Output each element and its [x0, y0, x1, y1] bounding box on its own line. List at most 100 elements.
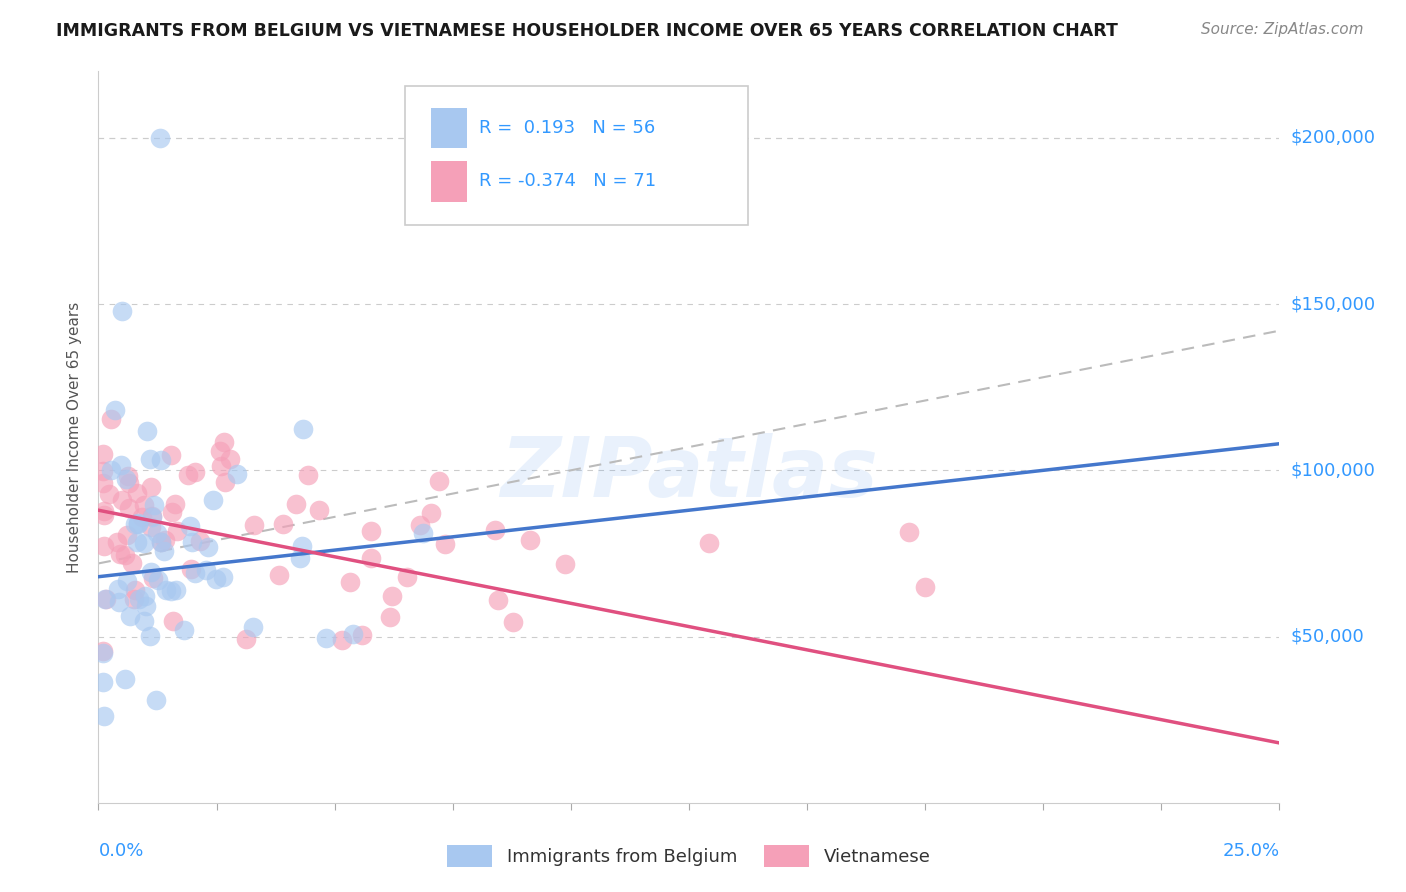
- Point: [188, 534, 211, 549]
- Point: [136, 425, 159, 439]
- Point: [155, 582, 177, 597]
- Point: [177, 467, 200, 482]
- Point: [114, 549, 136, 563]
- Point: [131, 509, 153, 524]
- Point: [134, 590, 156, 604]
- Point: [93, 708, 115, 723]
- Point: [184, 566, 207, 580]
- Point: [139, 519, 162, 533]
- Point: [124, 582, 146, 597]
- Point: [139, 565, 162, 579]
- Point: [242, 620, 264, 634]
- Point: [108, 547, 131, 561]
- Text: 25.0%: 25.0%: [1222, 842, 1279, 860]
- Point: [94, 592, 117, 607]
- Point: [332, 632, 354, 647]
- Point: [427, 475, 450, 489]
- Point: [181, 534, 204, 549]
- Point: [150, 535, 173, 549]
- Point: [98, 486, 121, 500]
- Point: [297, 467, 319, 482]
- Point: [111, 492, 134, 507]
- Point: [914, 580, 936, 594]
- Point: [142, 498, 165, 512]
- Point: [350, 627, 373, 641]
- Point: [284, 497, 307, 511]
- Point: [128, 592, 150, 607]
- Point: [104, 402, 127, 417]
- Point: [697, 535, 720, 549]
- Point: [360, 524, 382, 538]
- Point: [110, 458, 132, 472]
- Point: [162, 505, 184, 519]
- Point: [118, 475, 141, 490]
- Point: [93, 504, 115, 518]
- Point: [142, 571, 165, 585]
- Point: [291, 422, 314, 436]
- Point: [125, 485, 148, 500]
- Point: [288, 551, 311, 566]
- Legend: Immigrants from Belgium, Vietnamese: Immigrants from Belgium, Vietnamese: [440, 838, 938, 874]
- Point: [315, 632, 337, 646]
- Point: [554, 557, 576, 571]
- Point: [127, 535, 149, 549]
- Point: [342, 627, 364, 641]
- Point: [114, 672, 136, 686]
- Point: [91, 464, 114, 478]
- Point: [118, 501, 141, 516]
- FancyBboxPatch shape: [405, 86, 748, 225]
- Point: [205, 572, 228, 586]
- Point: [100, 463, 122, 477]
- Text: ZIPatlas: ZIPatlas: [501, 434, 877, 514]
- Text: Source: ZipAtlas.com: Source: ZipAtlas.com: [1201, 22, 1364, 37]
- Point: [124, 516, 146, 531]
- Point: [360, 551, 382, 566]
- Point: [117, 528, 139, 542]
- Point: [105, 534, 128, 549]
- Point: [91, 674, 114, 689]
- Point: [93, 508, 115, 523]
- Point: [502, 615, 524, 629]
- Point: [120, 609, 142, 624]
- Point: [107, 582, 129, 596]
- Point: [291, 539, 314, 553]
- Point: [897, 524, 920, 539]
- Point: [202, 493, 225, 508]
- Point: [271, 516, 294, 531]
- Point: [141, 480, 163, 494]
- FancyBboxPatch shape: [432, 161, 467, 202]
- Point: [179, 562, 201, 576]
- Point: [396, 569, 419, 583]
- Point: [433, 537, 456, 551]
- Point: [115, 472, 138, 486]
- Point: [219, 452, 242, 467]
- Point: [117, 468, 139, 483]
- Point: [166, 524, 188, 538]
- Point: [94, 591, 117, 606]
- Text: $50,000: $50,000: [1291, 628, 1364, 646]
- Point: [141, 508, 163, 523]
- Point: [243, 517, 266, 532]
- Point: [91, 646, 114, 660]
- Point: [308, 503, 330, 517]
- Point: [235, 632, 257, 646]
- Point: [91, 447, 114, 461]
- Point: [138, 629, 160, 643]
- Point: [179, 519, 201, 533]
- Point: [117, 574, 139, 588]
- Point: [159, 448, 181, 462]
- Point: [127, 516, 149, 530]
- Point: [214, 475, 236, 490]
- Point: [159, 583, 181, 598]
- Point: [121, 556, 143, 570]
- Point: [197, 540, 219, 554]
- Point: [409, 517, 432, 532]
- Point: [150, 535, 173, 549]
- Point: [138, 452, 160, 467]
- Point: [108, 595, 131, 609]
- Point: [134, 498, 156, 512]
- Point: [132, 614, 155, 628]
- Text: 0.0%: 0.0%: [98, 842, 143, 860]
- Point: [269, 568, 291, 582]
- Y-axis label: Householder Income Over 65 years: Householder Income Over 65 years: [67, 301, 83, 573]
